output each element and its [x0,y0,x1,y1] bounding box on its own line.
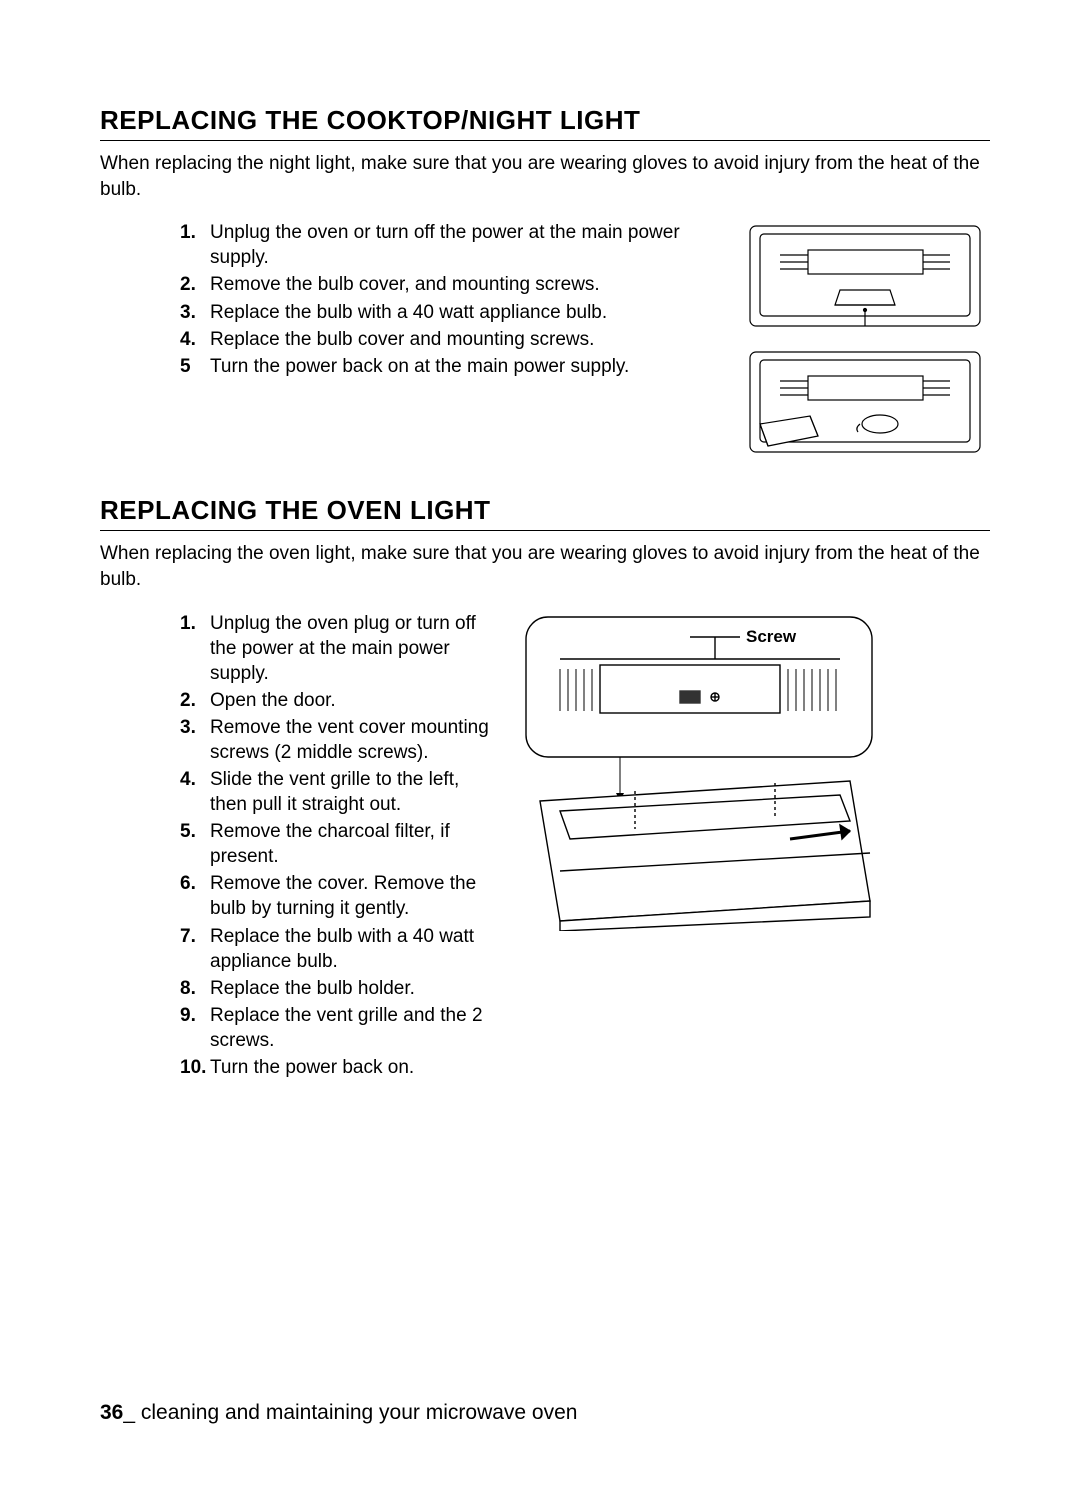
steps-column: Unplug the oven or turn off the power at… [100,220,720,380]
oven-light-diagram-icon: Screw [520,611,880,931]
section-intro: When replacing the oven light, make sure… [100,541,990,592]
section-oven-light: REPLACING THE OVEN LIGHT When replacing … [100,495,990,1082]
step-item: Replace the bulb cover and mounting scre… [180,327,720,352]
step-item: Remove the cover. Remove the bulb by tur… [180,871,500,921]
steps-list: Unplug the oven or turn off the power at… [180,220,720,378]
footer-chapter: cleaning and maintaining your microwave … [141,1401,578,1424]
step-item: Unplug the oven or turn off the power at… [180,220,720,270]
manual-page: REPLACING THE COOKTOP/NIGHT LIGHT When r… [0,0,1080,1495]
section-cooktop-light: REPLACING THE COOKTOP/NIGHT LIGHT When r… [100,105,990,465]
steps-list: Unplug the oven plug or turn off the pow… [180,611,500,1080]
footer-separator: _ [123,1401,135,1424]
page-footer: 36_ cleaning and maintaining your microw… [100,1401,577,1425]
step-item: Unplug the oven plug or turn off the pow… [180,611,500,686]
figure-oven-light: Screw [520,611,880,936]
step-item: Replace the bulb holder. [180,976,500,1001]
step-item: Remove the vent cover mounting screws (2… [180,715,500,765]
step-item: Turn the power back on. [180,1055,500,1080]
step-item: Turn the power back on at the main power… [180,354,720,379]
screw-label: Screw [746,627,797,646]
page-number: 36 [100,1401,123,1424]
cooktop-diagram-icon [740,220,990,460]
section-title: REPLACING THE OVEN LIGHT [100,495,990,531]
step-item: Open the door. [180,688,500,713]
step-item: Replace the bulb with a 40 watt applianc… [180,924,500,974]
step-item: Replace the bulb with a 40 watt applianc… [180,300,720,325]
section-body: Unplug the oven or turn off the power at… [100,220,990,465]
section-intro: When replacing the night light, make sur… [100,151,990,202]
section-body: Unplug the oven plug or turn off the pow… [100,611,990,1082]
section-title: REPLACING THE COOKTOP/NIGHT LIGHT [100,105,990,141]
step-item: Slide the vent grille to the left, then … [180,767,500,817]
step-item: Remove the bulb cover, and mounting scre… [180,272,720,297]
step-item: Remove the charcoal filter, if present. [180,819,500,869]
steps-column: Unplug the oven plug or turn off the pow… [100,611,500,1082]
step-item: Replace the vent grille and the 2 screws… [180,1003,500,1053]
figure-cooktop-light [740,220,990,465]
